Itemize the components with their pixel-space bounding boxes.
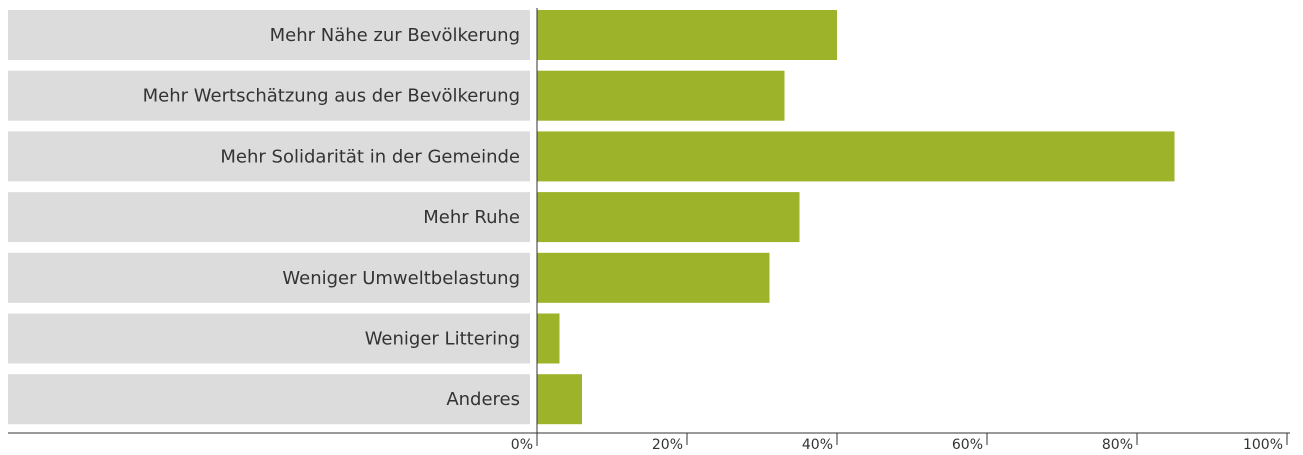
category-label: Mehr Solidarität in der Gemeinde	[220, 146, 520, 167]
x-tick-label: 60%	[952, 437, 983, 453]
row-background	[8, 70, 530, 121]
category-label: Mehr Ruhe	[423, 207, 520, 228]
bar	[537, 252, 770, 303]
category-label: Mehr Nähe zur Bevölkerung	[270, 25, 520, 46]
row-background	[8, 192, 530, 243]
x-tick-label: 80%	[1102, 437, 1133, 453]
x-tick-label: 100%	[1243, 437, 1283, 453]
bar	[537, 374, 582, 425]
bar	[537, 192, 800, 243]
category-label: Anderes	[446, 389, 520, 410]
row-background	[8, 131, 530, 182]
bar	[537, 10, 837, 60]
category-label: Weniger Umweltbelastung	[282, 268, 520, 289]
row-background	[8, 10, 530, 60]
bar	[537, 131, 1175, 182]
bar	[537, 70, 785, 121]
category-label: Mehr Wertschätzung aus der Bevölkerung	[143, 86, 520, 107]
row-background	[8, 313, 530, 364]
category-label: Weniger Littering	[365, 329, 520, 350]
x-tick-label: 40%	[802, 437, 833, 453]
x-tick-label: 20%	[652, 437, 683, 453]
bar	[537, 313, 560, 364]
row-background	[8, 252, 530, 303]
x-tick-label: 0%	[511, 437, 533, 453]
row-background	[8, 374, 530, 425]
